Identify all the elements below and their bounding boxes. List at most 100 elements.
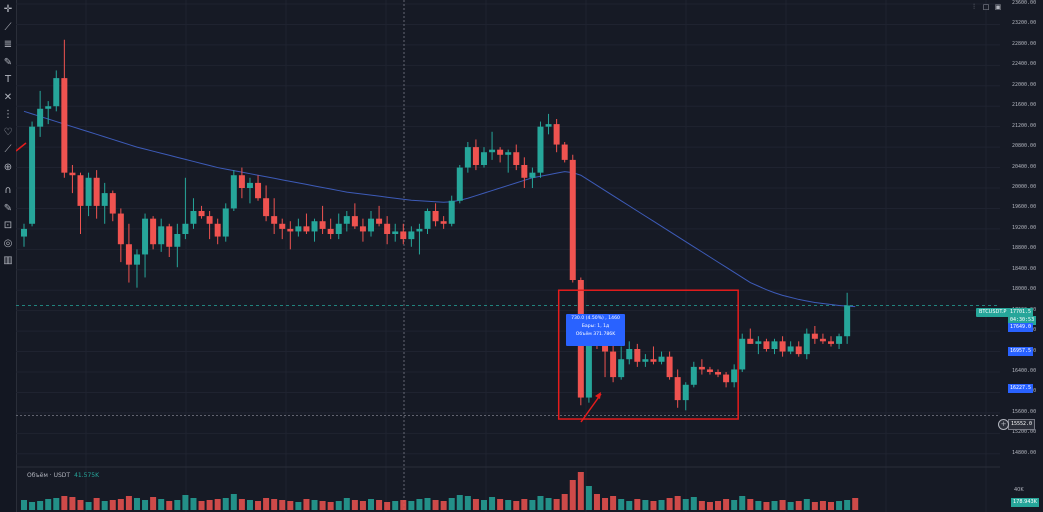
candle-body	[819, 338, 826, 342]
volume-bar	[319, 501, 326, 510]
candle-body	[85, 177, 92, 206]
ruler-icon[interactable]: ⟋	[4, 144, 12, 155]
volume-bar	[271, 499, 278, 510]
volume-bar	[376, 500, 383, 510]
volume-bar	[45, 499, 52, 510]
volume-bar	[198, 501, 205, 510]
volume-bar	[706, 502, 713, 510]
volume-bar	[69, 497, 76, 510]
candle-body	[53, 78, 60, 107]
price-tick-label: 18000.00	[1012, 286, 1037, 293]
magnet-icon[interactable]: ∩	[4, 185, 12, 196]
candle-body	[142, 218, 149, 255]
lock-icon[interactable]: ⊡	[3, 220, 13, 231]
tooltip-bars: Бары: 1, 1д	[581, 324, 610, 329]
heart-icon[interactable]: ♡	[3, 126, 13, 138]
candle-body	[650, 359, 657, 362]
fullscreen-icon[interactable]: ▣	[994, 3, 1002, 11]
volume-bar	[569, 480, 576, 510]
candle-body	[561, 144, 568, 160]
candle-body	[464, 147, 471, 168]
volume-bar	[142, 500, 149, 510]
trend-line-icon[interactable]: ⟋	[4, 21, 12, 33]
candle-body	[376, 218, 383, 224]
price-tick-label: 21600.00	[1012, 102, 1037, 109]
volume-bar	[424, 498, 431, 510]
candle-body	[335, 223, 342, 234]
layout-icon[interactable]: ⫶	[973, 3, 975, 11]
volume-bar	[303, 499, 310, 510]
volume-bar	[537, 496, 544, 510]
candle-body	[642, 359, 649, 362]
price-tick-label: 18800.00	[1012, 245, 1037, 252]
volume-bar	[125, 496, 132, 510]
last-price-badge: 17701.5	[1008, 308, 1034, 317]
candle-body	[182, 223, 189, 234]
candle-body	[690, 366, 697, 385]
window-icon[interactable]: □	[982, 3, 990, 11]
volume-bar	[158, 499, 165, 510]
candle-body	[69, 172, 76, 176]
candle-body	[739, 338, 746, 370]
volume-bar	[61, 496, 68, 510]
volume-bar	[836, 501, 843, 510]
volume-bar	[634, 499, 641, 510]
candle-body	[368, 218, 375, 232]
candle-body	[109, 193, 116, 214]
candle-body	[343, 216, 350, 224]
volume-bar	[464, 496, 471, 510]
pattern-icon[interactable]: ✕	[3, 91, 13, 103]
volume-bar	[585, 486, 592, 510]
trash-icon[interactable]: ▥	[3, 255, 13, 266]
crosshair-icon[interactable]: ✛	[3, 4, 13, 15]
candle-body	[553, 124, 560, 145]
candle-body	[359, 226, 366, 232]
candle-body	[384, 223, 391, 234]
candle-body	[166, 226, 173, 247]
text-icon[interactable]: T	[4, 74, 12, 85]
volume-bar	[731, 500, 738, 510]
volume-bar	[529, 500, 536, 510]
price-tick-label: 15200.00	[1012, 429, 1037, 436]
candle-body	[779, 341, 786, 352]
price-axis[interactable]: 14800.0015200.0015600.0016000.0016400.00…	[1000, 0, 1043, 512]
volume-bar	[255, 501, 262, 510]
candle-body	[408, 231, 415, 240]
volume-legend[interactable]: Объём · USDT 41.575K	[27, 472, 99, 479]
volume-bar	[545, 498, 552, 510]
candle-body	[618, 359, 625, 378]
volume-bar	[327, 502, 334, 510]
volume-bar	[610, 496, 617, 510]
volume-bar	[763, 502, 770, 510]
candle-body	[811, 333, 818, 339]
forecast-icon[interactable]: ⋮	[3, 109, 13, 120]
candle-body	[569, 159, 576, 280]
candle-body	[125, 244, 132, 265]
volume-bar	[190, 498, 197, 510]
candle-body	[440, 221, 447, 224]
volume-bar	[828, 502, 834, 510]
zoom-icon[interactable]: ⊕	[3, 161, 13, 173]
price-tick-label: 18400.00	[1012, 265, 1037, 272]
candle-body	[489, 149, 496, 153]
horizontal-lines-icon[interactable]: ≣	[3, 39, 13, 50]
candle-body	[698, 366, 705, 370]
countdown-badge: 04:30:53	[1008, 316, 1037, 325]
candle-body	[513, 152, 520, 165]
volume-bar	[230, 494, 237, 510]
chart-area[interactable]	[16, 0, 1000, 512]
candle-body	[747, 338, 754, 344]
lock-drawing-icon[interactable]: ✎	[3, 202, 13, 214]
volume-bar	[747, 499, 754, 510]
candle-body	[93, 177, 100, 206]
brush-icon[interactable]: ✎	[3, 56, 13, 68]
annotation-box	[557, 289, 739, 420]
volume-bar	[755, 501, 762, 510]
volume-bar	[222, 498, 229, 510]
candle-body	[271, 216, 278, 224]
candle-body	[222, 208, 229, 237]
candle-body	[456, 167, 463, 201]
add-alert-icon[interactable]: +	[998, 419, 1009, 430]
candle-body	[206, 216, 213, 224]
eye-icon[interactable]: ◎	[3, 237, 13, 249]
